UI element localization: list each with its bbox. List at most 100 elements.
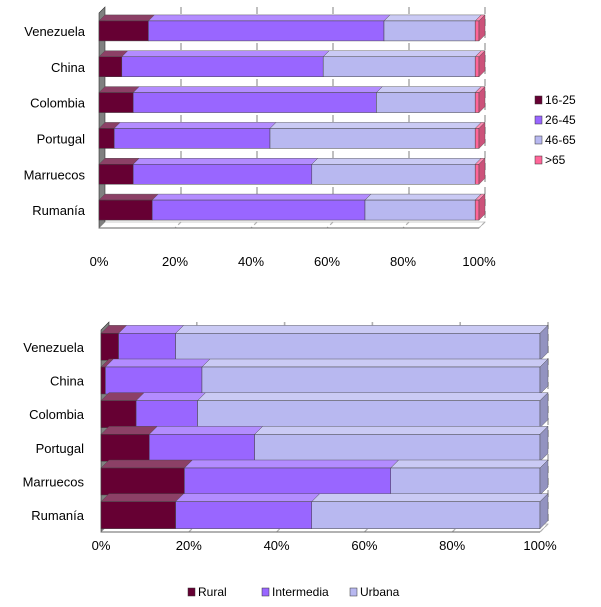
bar-top <box>311 493 549 502</box>
category-label: Rumanía <box>31 508 85 523</box>
bar-segment-2645 <box>132 92 377 113</box>
bar-end <box>478 193 486 221</box>
x-tick-label: 80% <box>390 254 416 269</box>
bar-top <box>183 459 400 469</box>
bar-segment-intermedia <box>184 467 391 496</box>
bar-top <box>104 358 211 368</box>
bar-top <box>135 392 207 401</box>
bar-end <box>478 14 486 42</box>
bar-top <box>100 459 193 469</box>
bar-top <box>390 459 549 469</box>
bar-segment-65 <box>474 20 480 42</box>
bar-top <box>322 50 482 57</box>
x-tick-label: 0% <box>90 254 109 269</box>
bar-top <box>100 493 185 502</box>
bar-segment-4665 <box>376 92 476 113</box>
legend-label: >65 <box>545 153 566 167</box>
bar-segment-65 <box>474 128 480 149</box>
bar-segment-rural <box>100 434 150 462</box>
bar-segment-urbana <box>175 333 541 361</box>
bar-top <box>121 50 330 57</box>
bar-top <box>151 193 372 201</box>
bar-end <box>539 324 549 361</box>
bar-end <box>478 50 486 78</box>
bar-segment-urbana <box>254 434 541 462</box>
bar-top <box>118 325 185 334</box>
gridline-floor <box>402 221 410 229</box>
bar-end <box>539 493 549 530</box>
bar-segment-2645 <box>121 56 324 77</box>
bar-segment-4665 <box>322 56 476 77</box>
bar-segment-4665 <box>364 199 476 221</box>
category-label: Portugal <box>36 441 85 456</box>
chart-floor <box>98 221 486 229</box>
bar-end <box>539 358 549 395</box>
bar-segment-intermedia <box>118 333 176 361</box>
bar-end <box>539 459 549 496</box>
category-label: Colombia <box>30 96 86 111</box>
x-tick-label: 40% <box>238 254 264 269</box>
bar-top <box>254 426 549 435</box>
bar-top <box>132 86 383 93</box>
bar-segment-urbana <box>201 366 541 395</box>
bar-top <box>98 193 159 201</box>
gridline-floor <box>250 221 258 229</box>
x-tick-label: 60% <box>314 254 340 269</box>
bar-segment-rural <box>100 333 119 361</box>
bar-end <box>539 392 549 429</box>
bar-segment-2645 <box>113 128 271 149</box>
bar-top <box>375 86 482 93</box>
x-tick-label: 20% <box>162 254 188 269</box>
bar-segment-urbana <box>390 467 541 496</box>
bar-segment-rural <box>100 400 137 428</box>
bar-top <box>175 325 549 334</box>
bar-end <box>478 157 486 185</box>
bar-segment-intermedia <box>175 501 312 529</box>
bar-top <box>147 14 391 22</box>
x-tick-label: 60% <box>351 538 377 553</box>
legend-label: Urbana <box>360 585 400 599</box>
category-label: China <box>51 60 86 75</box>
category-label: China <box>50 374 85 389</box>
gridline-floor <box>174 221 182 229</box>
bar-top <box>311 158 482 165</box>
bar-top <box>98 14 155 22</box>
bar-end <box>478 121 486 149</box>
legend-label: Rural <box>198 585 227 599</box>
gridline-floor <box>326 221 334 229</box>
bar-segment-intermedia <box>149 434 255 462</box>
bar-end <box>539 425 549 462</box>
bar-segment-2645 <box>148 20 385 42</box>
x-tick-label: 100% <box>523 538 557 553</box>
bar-segment-1625 <box>98 20 149 42</box>
category-label: Venezuela <box>23 340 84 355</box>
x-tick-label: 80% <box>439 538 465 553</box>
legend-label: 46-65 <box>545 133 576 147</box>
x-tick-label: 40% <box>264 538 290 553</box>
category-label: Rumanía <box>32 203 86 218</box>
bar-segment-urbana <box>311 501 541 529</box>
legend-label: 26-45 <box>545 113 576 127</box>
bar-top <box>113 122 277 129</box>
bar-segment-4665 <box>269 128 476 149</box>
legend-swatch <box>534 135 543 145</box>
chart-2: 0% 20% 40% 60% 80% 100% Venezuela China Colombia… <box>23 321 557 599</box>
legend-swatch <box>534 115 543 125</box>
x-tick-label: 20% <box>176 538 202 553</box>
bar-segment-intermedia <box>105 366 203 395</box>
bar-top <box>148 426 264 435</box>
bar-segment-65 <box>474 56 480 77</box>
bar-segment-1625 <box>98 164 134 185</box>
bar-segment-rural <box>100 467 185 496</box>
bar-top <box>175 493 321 502</box>
category-label: Venezuela <box>24 24 85 39</box>
bar-segment-1625 <box>98 199 153 221</box>
category-label: Colombia <box>29 407 85 422</box>
bar-top <box>269 122 482 129</box>
bar-top <box>364 193 482 201</box>
bar-top <box>201 358 549 368</box>
legend-label: Intermedia <box>272 585 329 599</box>
bar-segment-1625 <box>98 56 123 77</box>
category-label: Portugal <box>37 131 86 146</box>
